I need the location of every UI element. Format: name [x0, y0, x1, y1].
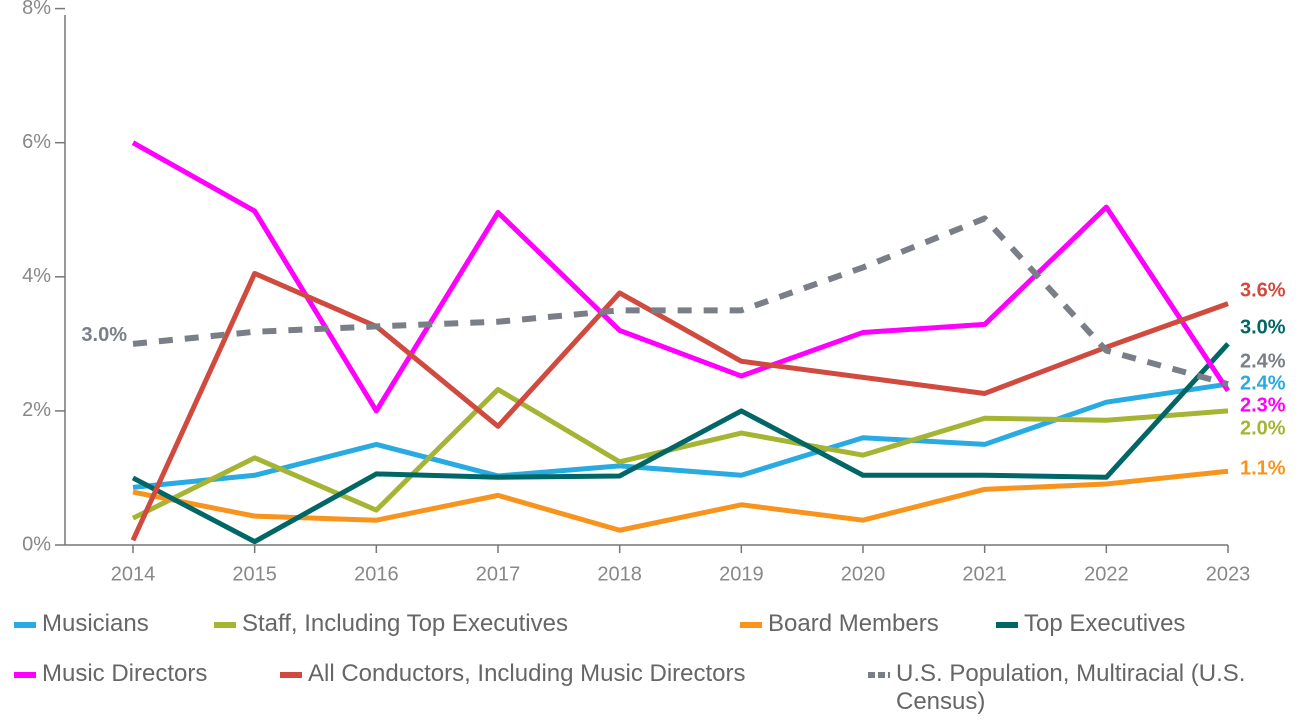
value-label: 3.6%	[1240, 279, 1286, 301]
series-line	[132, 468, 1229, 533]
legend-label: All Conductors, Including Music Director…	[308, 660, 746, 687]
value-label: 2.4%	[1240, 350, 1286, 372]
x-tick-label: 2022	[1084, 563, 1129, 585]
legend-swatch	[740, 622, 762, 628]
chart: 0% 2% 4% 6% 8% 2014 2015 2016 2017 2018 2019 2020 20…	[22, 0, 1286, 585]
legend-swatch	[280, 672, 302, 678]
y-tick-label: 4%	[22, 265, 51, 287]
legend-label: Top Executives	[1024, 610, 1186, 637]
series-line	[132, 215, 1229, 387]
value-label: 3.0%	[1240, 316, 1286, 338]
legend-item: U.S. Population, Multiracial (U.S. Censu…	[868, 660, 1288, 716]
legend-swatch	[214, 622, 236, 628]
y-tick-label: 6%	[22, 131, 51, 153]
x-tick-label: 2017	[476, 563, 521, 585]
legend-label: Board Members	[768, 610, 939, 637]
value-label: 2.0%	[1240, 417, 1286, 439]
series-line	[131, 342, 1230, 545]
y-tick-label: 0%	[22, 533, 51, 555]
legend-swatch	[996, 622, 1018, 628]
legend-item: Music Directors	[14, 660, 274, 688]
legend-item: Top Executives	[996, 610, 1276, 638]
legend-label: Staff, Including Top Executives	[242, 610, 568, 637]
x-tick-label: 2015	[232, 563, 277, 585]
x-tick-label: 2020	[841, 563, 886, 585]
legend-swatch	[868, 672, 890, 678]
x-tick-label: 2018	[597, 563, 642, 585]
x-tick-label: 2016	[354, 563, 399, 585]
legend-swatch	[14, 672, 36, 678]
series-line	[131, 386, 1229, 521]
legend-item: Musicians	[14, 610, 214, 638]
legend-label: Music Directors	[42, 660, 208, 687]
legend-label: U.S. Population, Multiracial (U.S. Censu…	[896, 660, 1246, 715]
legend-swatch	[14, 622, 36, 628]
legend-item: Staff, Including Top Executives	[214, 610, 734, 638]
y-tick-label: 8%	[22, 0, 51, 19]
series-line	[130, 270, 1229, 542]
y-tick-label: 2%	[22, 399, 51, 421]
legend-label: Musicians	[42, 610, 149, 637]
value-label: 2.4%	[1240, 372, 1286, 394]
value-label: 2.3%	[1240, 394, 1286, 416]
x-tick-label: 2021	[962, 563, 1007, 585]
x-tick-label: 2023	[1206, 563, 1251, 585]
series-line	[131, 140, 1231, 414]
value-label: 3.0%	[81, 324, 127, 346]
legend-item: All Conductors, Including Music Director…	[280, 660, 860, 688]
value-label: 1.1%	[1240, 457, 1286, 479]
series-line	[132, 381, 1229, 490]
legend-item: Board Members	[740, 610, 990, 638]
x-tick-label: 2014	[111, 563, 156, 585]
x-tick-label: 2019	[719, 563, 764, 585]
